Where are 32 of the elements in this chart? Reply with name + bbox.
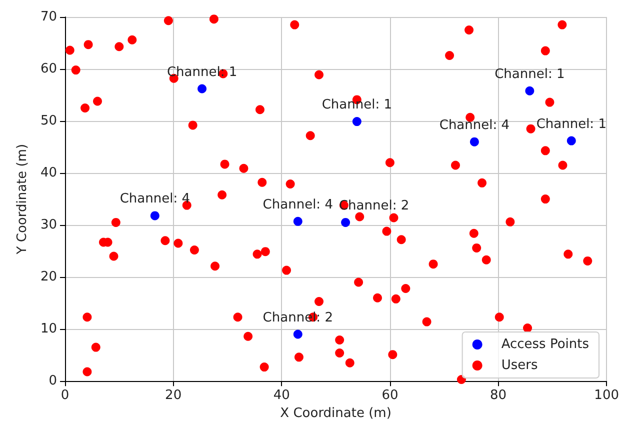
y-axis-title: Y Coordinate (m)	[15, 144, 30, 256]
y-tick-label: 10	[40, 322, 57, 337]
x-axis-title: X Coordinate (m)	[280, 406, 392, 421]
y-tick-label: 40	[40, 166, 57, 181]
legend-label: Access Points	[501, 337, 590, 352]
point	[293, 330, 302, 339]
annotation: Channel: 1	[536, 116, 606, 132]
y-tick-label: 20	[40, 270, 57, 285]
x-tick-label: 100	[594, 388, 620, 404]
x-tick-label: 0	[60, 388, 70, 404]
point	[198, 84, 207, 94]
point	[525, 86, 534, 96]
annotation: Channel: 4	[439, 118, 510, 133]
y-tick-label: 0	[48, 374, 57, 389]
y-tick-label: 30	[40, 218, 57, 233]
x-tick-label: 80	[490, 388, 507, 404]
y-tick-label: 70	[40, 10, 57, 24]
y-tick-label: 50	[40, 114, 57, 129]
x-tick-label: 60	[382, 388, 398, 404]
legend-label: Users	[501, 358, 538, 373]
annotation: Channel: 1	[322, 98, 392, 113]
annotation: Channel: 4	[262, 197, 333, 212]
y-tick-label: 60	[40, 62, 57, 77]
point	[341, 218, 350, 227]
x-tick-label: 20	[165, 388, 182, 404]
point	[293, 216, 302, 226]
point	[352, 117, 362, 126]
point	[150, 211, 160, 220]
point	[470, 137, 479, 146]
point	[566, 136, 576, 146]
x-tick-label: 40	[273, 388, 290, 404]
annotation: Channel: 1	[494, 66, 565, 82]
